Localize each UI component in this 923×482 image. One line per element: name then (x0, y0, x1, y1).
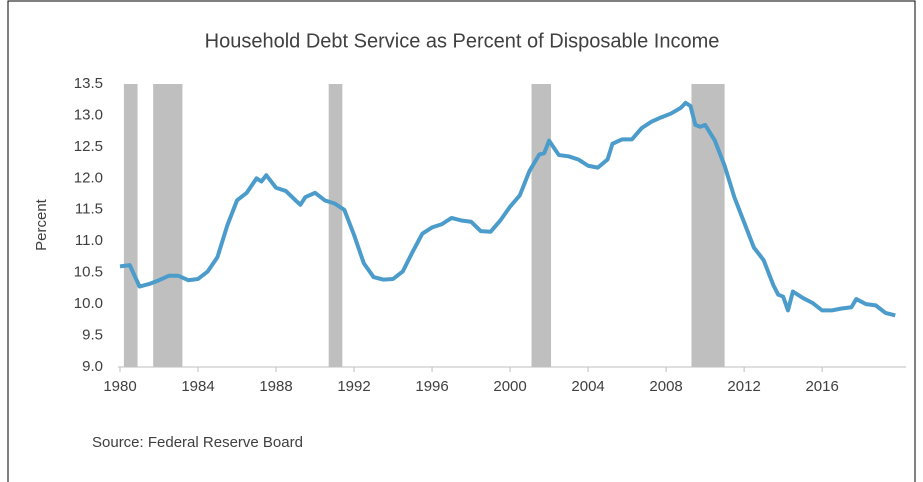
y-tick-label: 10.5 (74, 264, 103, 281)
x-tick-label: 2016 (805, 378, 838, 395)
y-tick-label: 10.0 (74, 295, 103, 312)
x-tick-label: 2008 (649, 378, 682, 395)
x-tick-label: 1992 (337, 378, 370, 395)
y-tick-label: 11.0 (75, 232, 103, 249)
x-tick-label: 2012 (727, 378, 760, 395)
y-axis-label: Percent (33, 198, 50, 251)
x-tick-label: 1988 (259, 378, 292, 395)
chart-title: Household Debt Service as Percent of Dis… (205, 30, 720, 52)
y-tick-label: 13.0 (74, 106, 103, 123)
recession-band (123, 84, 138, 367)
x-tick-label: 2004 (571, 378, 604, 395)
recession-band (153, 84, 183, 367)
recession-band (531, 84, 552, 367)
y-tick-label: 9.0 (82, 358, 103, 375)
x-tick-label: 1996 (415, 378, 448, 395)
x-tick-label: 1980 (103, 378, 136, 395)
x-tick-label: 1984 (181, 378, 214, 395)
y-tick-label: 12.0 (74, 169, 103, 186)
y-tick-label: 12.5 (74, 138, 103, 155)
y-tick-label: 9.5 (82, 327, 103, 344)
x-tick-label: 2000 (493, 378, 526, 395)
y-tick-label: 11.5 (75, 201, 103, 218)
data-line (119, 100, 896, 318)
source-note: Source: Federal Reserve Board (92, 434, 303, 451)
frame (7, 0, 916, 482)
y-tick-label: 13.5 (74, 75, 103, 92)
recession-band (328, 84, 343, 367)
